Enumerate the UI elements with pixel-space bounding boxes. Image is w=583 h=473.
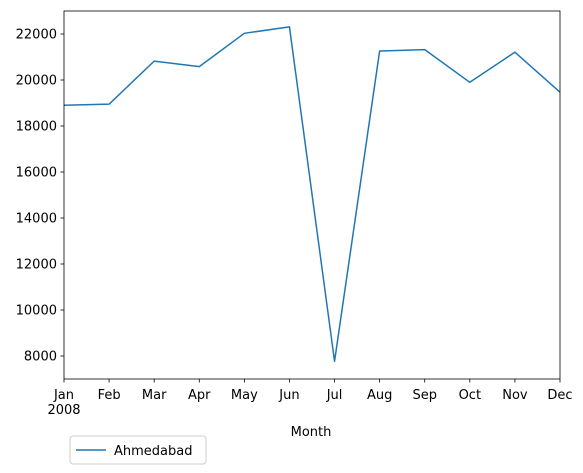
legend-box <box>69 435 207 465</box>
y-tick-label: 20000 <box>16 74 57 89</box>
x-tick-label: Apr <box>188 388 211 403</box>
y-tick-label: 22000 <box>16 28 57 43</box>
y-tick-label: 18000 <box>16 120 57 135</box>
x-tick-label: Oct <box>459 388 481 403</box>
legend-label-ahmedabad: Ahmedabad <box>114 444 192 459</box>
x-tick-label: Dec <box>547 388 572 403</box>
x-tick-label: May <box>231 388 258 403</box>
x-tick-label: Jun <box>278 388 299 403</box>
y-tick-label: 12000 <box>16 258 57 273</box>
x-axis: Jan Feb Mar Apr May Jun Jul Aug Sep Oct Nov Dec <box>53 379 573 403</box>
y-tick-label: 10000 <box>16 304 57 319</box>
legend: Ahmedabad <box>69 435 207 465</box>
x-axis-label: Month <box>291 425 332 440</box>
x-tick-label: Feb <box>98 388 121 403</box>
series-line-ahmedabad <box>63 26 561 363</box>
x-tick-label: Mar <box>142 388 167 403</box>
y-tick-label: 14000 <box>16 212 57 227</box>
x-tick-label: Nov <box>502 388 528 403</box>
y-tick-label: 16000 <box>16 166 57 181</box>
x-tick-sublabel: 2008 <box>47 403 80 418</box>
plot-frame <box>63 10 561 380</box>
y-axis: 8000 10000 12000 14000 16000 18000 20000 22000 <box>16 28 64 365</box>
x-tick-label: Sep <box>412 388 437 403</box>
y-tick-label: 8000 <box>24 350 57 365</box>
x-tick-label: Jul <box>326 388 343 403</box>
x-tick-label: Aug <box>367 388 392 403</box>
x-tick-label: Jan <box>53 388 74 403</box>
